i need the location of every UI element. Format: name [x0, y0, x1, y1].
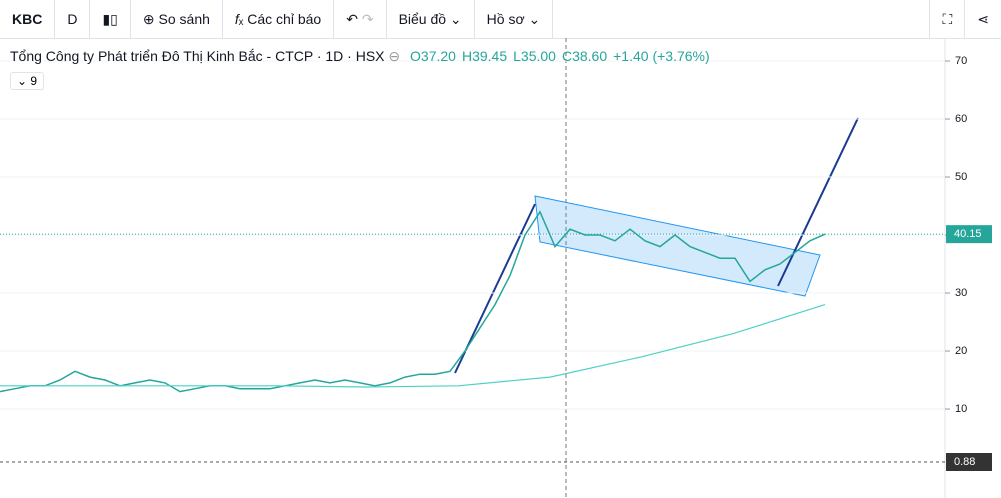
last-price-box — [946, 225, 992, 244]
y-tick-label: 50 — [955, 171, 967, 183]
low: L35.00 — [513, 48, 556, 64]
y-tick-label: 30 — [955, 287, 967, 299]
change: +1.40 (+3.76%) — [613, 48, 710, 64]
y-tick-label: 10 — [955, 403, 967, 415]
y-tick-label: 60 — [955, 113, 967, 125]
symbol[interactable]: KBC — [0, 0, 56, 38]
undo-redo[interactable]: ↶ ↷ — [334, 0, 387, 38]
close: C38.60 — [561, 48, 608, 64]
profile-menu[interactable]: Hồ sơ ⌄ — [475, 0, 554, 38]
chart-menu[interactable]: Biểu đồ ⌄ — [387, 0, 475, 38]
fullscreen[interactable]: ⛶ — [929, 0, 966, 38]
high: H39.45 — [461, 48, 508, 64]
indicator-count: 9 — [30, 74, 38, 88]
share[interactable]: ⋖ — [977, 11, 989, 27]
profile-menu-label: Hồ sơ — [486, 11, 525, 27]
last-price-label: 40.15 — [954, 228, 982, 240]
price-line — [0, 304, 826, 388]
chart: 1020304050607040.150.88 — [0, 38, 992, 498]
indicators-label: Các chỉ báo — [247, 11, 322, 27]
interval[interactable]: D — [55, 0, 91, 38]
compare-label: So sánh — [158, 11, 210, 27]
compare[interactable]: ⊕ So sánh — [131, 0, 223, 38]
channel — [534, 195, 821, 297]
legend: Tổng Công ty Phát triển Đô Thị Kinh Bắc … — [10, 48, 710, 64]
y-tick-label: 70 — [955, 55, 967, 67]
volume-label: 0.88 — [954, 456, 975, 468]
chart-menu-label: Biểu đồ — [398, 11, 447, 27]
price-line — [0, 210, 826, 393]
legend-title: Tổng Công ty Phát triển Đô Thị Kinh Bắc … — [10, 48, 385, 64]
open: O37.20 — [410, 48, 456, 64]
trend-line — [777, 117, 859, 287]
indicators[interactable]: fₓ Các chỉ báo — [223, 0, 335, 38]
y-tick-label: 20 — [955, 345, 967, 357]
toolbar: KBC D ▮▯ ⊕ So sánh fₓ Các chỉ báo ↶ ↷ Bi… — [0, 0, 1001, 39]
chart-style[interactable]: ▮▯ — [90, 0, 131, 38]
indicator-toggle[interactable]: ⌄ 9 — [10, 72, 45, 90]
volume-box — [946, 453, 992, 471]
